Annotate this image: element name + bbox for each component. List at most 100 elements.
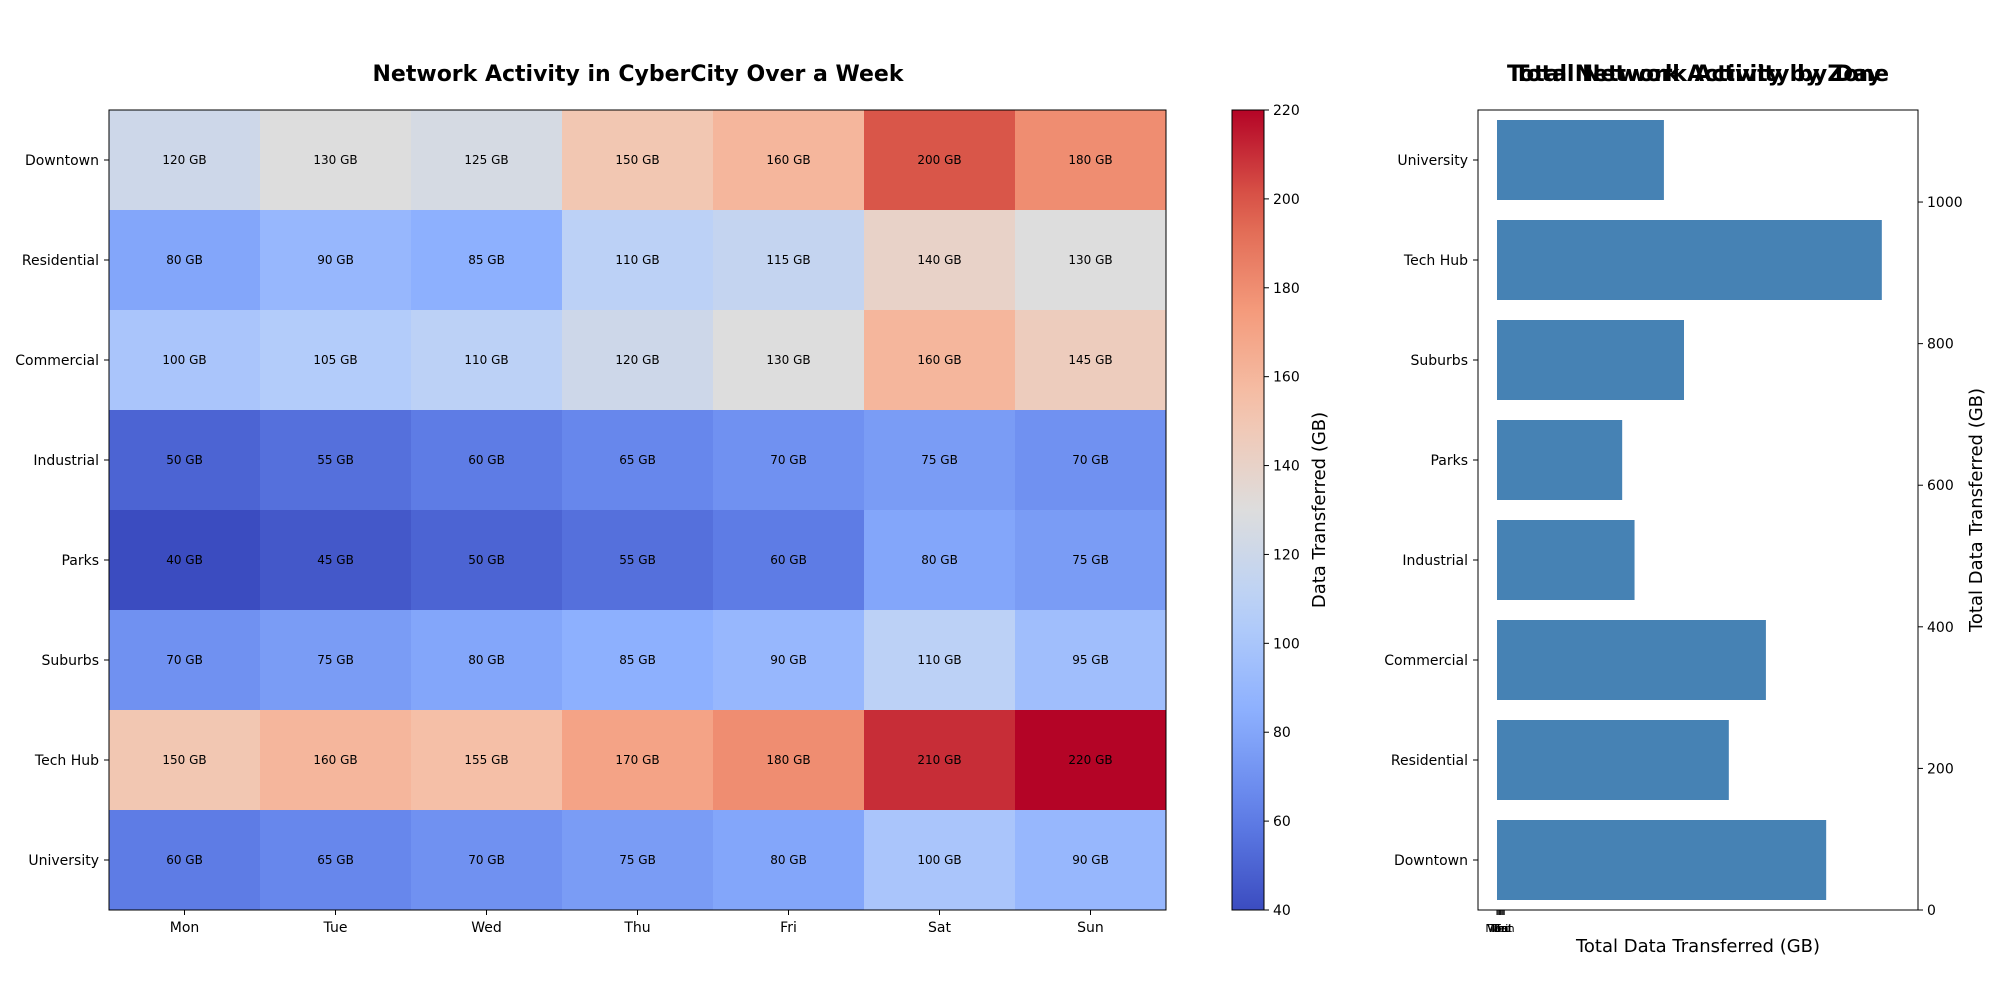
- heatmap-x-tick-label: Thu: [623, 920, 650, 936]
- heatmap-cell-label: 125 GB: [464, 153, 508, 167]
- bar-bottom-tick-label: Thu: [1489, 922, 1511, 935]
- heatmap-cell-label: 80 GB: [468, 653, 505, 667]
- heatmap-cell-label: 145 GB: [1068, 353, 1112, 367]
- heatmap-cell-label: 120 GB: [615, 353, 659, 367]
- heatmap-cell-label: 70 GB: [166, 653, 203, 667]
- heatmap-cell-label: 130 GB: [313, 153, 357, 167]
- heatmap-cell: [864, 410, 1016, 511]
- heatmap-cell-labels: 120 GB 130 GB 125 GB 150 GB 160 GB 200 GB 180 …: [162, 153, 1112, 867]
- heatmap-cell-label: 65 GB: [317, 853, 354, 867]
- colorbar-tick-label: 40: [1273, 903, 1291, 919]
- bar-right-tick-label: 400: [1927, 620, 1954, 636]
- heatmap-cell: [411, 510, 563, 611]
- heatmap-cell: [109, 710, 261, 811]
- colorbar: [1231, 109, 1265, 911]
- heatmap-cell: [864, 510, 1016, 611]
- heatmap-cell: [411, 210, 563, 311]
- heatmap-cell-label: 75 GB: [317, 653, 354, 667]
- colorbar-tick-label: 200: [1273, 192, 1300, 208]
- heatmap-cell: [562, 310, 714, 411]
- heatmap-cell-label: 155 GB: [464, 753, 508, 767]
- bar-series: [1497, 120, 1882, 900]
- colorbar-tick-label: 160: [1273, 370, 1300, 386]
- heatmap-y-tick-label: University: [28, 853, 99, 869]
- heatmap-cell-label: 60 GB: [166, 853, 203, 867]
- heatmap-cell: [562, 810, 714, 911]
- heatmap-x-ticks: Mon Tue Wed Thu Fri Sat Sun: [170, 910, 1104, 936]
- heatmap-cell: [109, 310, 261, 411]
- bar-bottom-tick-label: Mon: [1485, 922, 1508, 935]
- heatmap-cell-label: 75 GB: [619, 853, 656, 867]
- heatmap-cell-label: 45 GB: [317, 553, 354, 567]
- colorbar-tick-label: 180: [1273, 281, 1300, 297]
- heatmap-x-tick-label: Tue: [323, 920, 348, 936]
- bar-y-tick-label: Residential: [1391, 753, 1468, 769]
- heatmap-cell: [864, 610, 1016, 711]
- bar-bottom-tick-label: Fri: [1495, 922, 1508, 935]
- bar-y-tick-label: Downtown: [1394, 853, 1468, 869]
- bar-right-tick-label: 600: [1927, 478, 1954, 494]
- bar-y-tick-label: Industrial: [1402, 553, 1468, 569]
- heatmap-cell-label: 180 GB: [766, 753, 810, 767]
- heatmap-x-tick-label: Wed: [471, 920, 502, 936]
- heatmap-cell-label: 90 GB: [770, 653, 807, 667]
- heatmap-cell-label: 120 GB: [162, 153, 206, 167]
- bar-right-label: Total Data Transferred (GB): [1966, 388, 1987, 633]
- heatmap-cell: [260, 210, 412, 311]
- bar-y-tick-label: Suburbs: [1411, 353, 1468, 369]
- heatmap-cell-label: 170 GB: [615, 753, 659, 767]
- bar-right-tick-label: 0: [1927, 903, 1936, 919]
- heatmap-cell-label: 85 GB: [468, 253, 505, 267]
- heatmap-frame: [108, 109, 1167, 911]
- heatmap-cell-label: 90 GB: [1072, 853, 1109, 867]
- heatmap-cell: [713, 310, 865, 411]
- heatmap-cell: [713, 510, 865, 611]
- bar: [1497, 420, 1623, 500]
- heatmap-cell: [260, 310, 412, 411]
- heatmap-cell-label: 100 GB: [162, 353, 206, 367]
- bar-bottom-tick-label: Tue: [1488, 922, 1508, 935]
- heatmap-cell-label: 40 GB: [166, 553, 203, 567]
- heatmap-cell: [109, 810, 261, 911]
- heatmap-cell-label: 90 GB: [317, 253, 354, 267]
- heatmap-cell: [864, 310, 1016, 411]
- heatmap-cell: [109, 410, 261, 511]
- heatmap-cell-label: 80 GB: [770, 853, 807, 867]
- heatmap-cell: [864, 110, 1016, 211]
- heatmap-cell-label: 110 GB: [917, 653, 961, 667]
- bar-y-ticks: Downtown Residential Commercial Industrial P…: [1384, 153, 1478, 869]
- heatmap-cell: [109, 110, 261, 211]
- heatmap-cell: [1015, 610, 1167, 711]
- heatmap-cell: [713, 410, 865, 511]
- heatmap-cell-label: 150 GB: [162, 753, 206, 767]
- heatmap-cell: [411, 110, 563, 211]
- heatmap-cell-label: 60 GB: [468, 453, 505, 467]
- heatmap-y-tick-label: Residential: [22, 253, 99, 269]
- heatmap-cell: [562, 110, 714, 211]
- heatmap-cell-label: 200 GB: [917, 153, 961, 167]
- heatmap-cell-label: 50 GB: [166, 453, 203, 467]
- heatmap-cell-label: 130 GB: [766, 353, 810, 367]
- heatmap-x-tick-label: Fri: [780, 920, 797, 936]
- heatmap-y-tick-label: Tech Hub: [34, 753, 99, 769]
- heatmap-cell-label: 220 GB: [1068, 753, 1112, 767]
- heatmap-cell-label: 85 GB: [619, 653, 656, 667]
- heatmap-cell: [864, 810, 1016, 911]
- heatmap-cell: [260, 610, 412, 711]
- bar: [1497, 620, 1766, 700]
- heatmap-cell: [1015, 310, 1167, 411]
- heatmap-cell-label: 55 GB: [619, 553, 656, 567]
- bar-right-tick-label: 1000: [1927, 195, 1963, 211]
- heatmap-cell: [562, 210, 714, 311]
- heatmap-cell: [109, 610, 261, 711]
- colorbar-tick-label: 80: [1273, 725, 1291, 741]
- colorbar-tick-label: 100: [1273, 636, 1300, 652]
- bar-y-tick-label: Commercial: [1384, 653, 1468, 669]
- heatmap-cell: [562, 710, 714, 811]
- heatmap-cell: [713, 810, 865, 911]
- bar-bottom-tick-label: Sun: [1494, 922, 1515, 935]
- heatmap-cell-label: 80 GB: [921, 553, 958, 567]
- bar-y-tick-label: Parks: [1430, 453, 1468, 469]
- heatmap-cell-label: 150 GB: [615, 153, 659, 167]
- heatmap-cell-label: 80 GB: [166, 253, 203, 267]
